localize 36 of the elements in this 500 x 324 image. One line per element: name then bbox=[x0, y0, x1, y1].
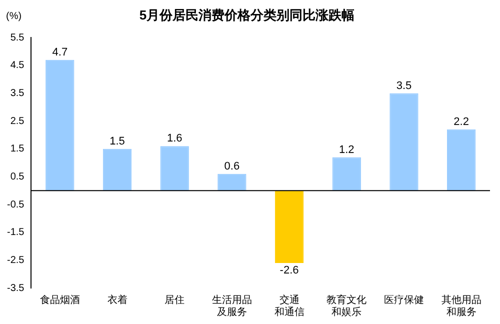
data-label: 1.6 bbox=[166, 132, 182, 145]
bar bbox=[332, 157, 361, 191]
data-label: 4.7 bbox=[52, 46, 68, 58]
y-tick-label: 2.5 bbox=[10, 116, 25, 127]
bar bbox=[390, 93, 418, 191]
y-tick-label: -2.5 bbox=[6, 254, 25, 266]
x-tick-label: 衣着 bbox=[107, 294, 128, 306]
y-tick-label: -0.5 bbox=[6, 199, 25, 210]
y-axis-title: (%) bbox=[6, 10, 22, 22]
bar bbox=[102, 148, 132, 191]
chart-title: 5月份居民消费价格分类别同比涨跌幅 bbox=[139, 7, 355, 22]
x-tick-label: 其他用品和服务 bbox=[441, 294, 482, 318]
data-label: 3.5 bbox=[396, 80, 412, 92]
y-tick-label: 1.5 bbox=[10, 144, 25, 155]
data-label: 0.6 bbox=[224, 160, 240, 172]
y-tick-label: 4.5 bbox=[10, 60, 25, 72]
data-label: -2.6 bbox=[280, 264, 299, 276]
x-tick-label: 生活用品及服务 bbox=[212, 294, 252, 318]
bar bbox=[446, 129, 476, 191]
y-tick-label: -3.5 bbox=[6, 282, 25, 294]
y-tick-label: 0.5 bbox=[10, 171, 25, 182]
x-tick-label: 食品烟酒 bbox=[40, 294, 80, 306]
bar bbox=[46, 60, 74, 191]
y-tick-label: -1.5 bbox=[6, 227, 25, 238]
data-label: 1.2 bbox=[338, 144, 354, 156]
x-tick-label: 教育文化和娱乐 bbox=[326, 294, 367, 318]
bar bbox=[218, 174, 246, 191]
y-tick-label: 3.5 bbox=[10, 88, 25, 99]
x-tick-label: 居住 bbox=[164, 294, 185, 306]
bar bbox=[274, 190, 304, 263]
bar bbox=[160, 146, 189, 191]
y-tick-label: 5.5 bbox=[10, 32, 25, 44]
data-label: 1.5 bbox=[110, 135, 125, 148]
x-tick-label: 医疗保健 bbox=[384, 294, 424, 306]
data-label: 2.2 bbox=[454, 116, 469, 128]
x-tick-label: 交通和通信 bbox=[274, 294, 304, 318]
